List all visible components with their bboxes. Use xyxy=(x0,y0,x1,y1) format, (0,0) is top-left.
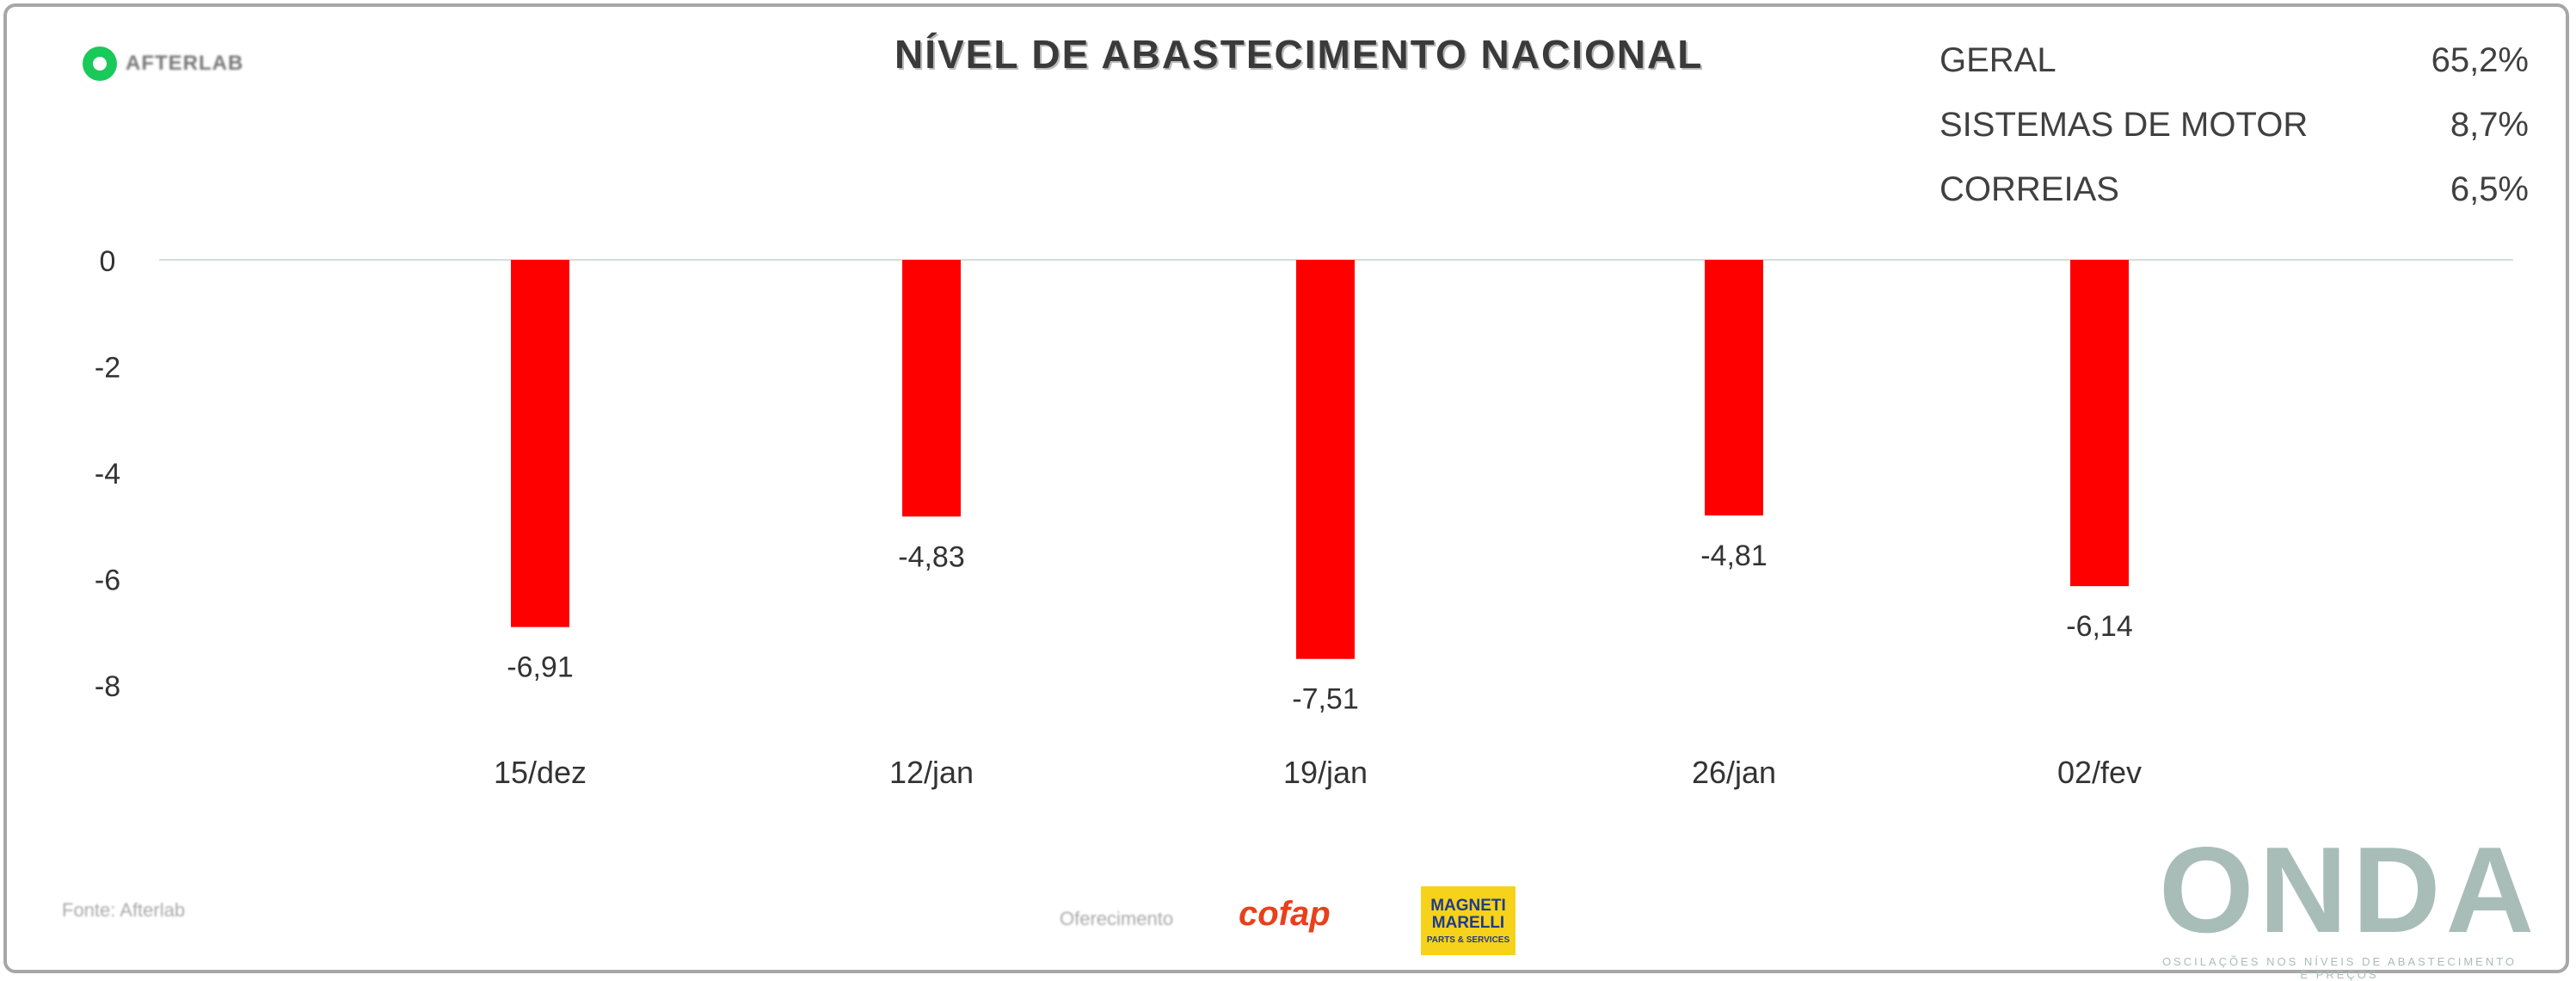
bar xyxy=(511,260,569,627)
magneti-marelli-logo: MAGNETI MARELLI PARTS & SERVICES xyxy=(1421,886,1515,955)
y-tick-label: -4 xyxy=(95,458,120,490)
bar-value-label: -4,81 xyxy=(1700,540,1768,572)
summary-value: 6,5% xyxy=(2450,170,2529,208)
summary-row-sistemas-de-motor: SISTEMAS DE MOTOR 8,7% xyxy=(1940,99,2529,164)
x-category-label: 19/jan xyxy=(1283,755,1368,790)
chart-title: NÍVEL DE ABASTECIMENTO NACIONAL xyxy=(895,32,1704,77)
sponsor-label: Oferecimento xyxy=(1060,908,1174,929)
afterlab-logo-text: AFTERLAB xyxy=(126,52,244,75)
bar xyxy=(902,260,961,517)
onda-logo: ONDA OSCILAÇÕES NOS NÍVEIS DE ABASTECIME… xyxy=(2159,822,2540,981)
summary-label: GERAL xyxy=(1940,41,2056,79)
bar xyxy=(1296,260,1355,659)
magneti-marelli-subtitle: PARTS & SERVICES xyxy=(1426,935,1510,945)
bar-value-label: -6,91 xyxy=(507,651,574,684)
card-frame xyxy=(3,3,2569,973)
bar xyxy=(1705,260,1763,516)
source-note: Fonte: Afterlab xyxy=(62,899,186,921)
afterlab-logo-icon xyxy=(83,46,117,81)
summary-label: CORREIAS xyxy=(1940,170,2119,208)
summary-panel: GERAL 65,2% SISTEMAS DE MOTOR 8,7% CORRE… xyxy=(1940,34,2529,228)
magneti-marelli-name: MAGNETI MARELLI xyxy=(1430,896,1506,932)
x-category-label: 15/dez xyxy=(494,755,587,790)
x-category-label: 26/jan xyxy=(1692,755,1776,790)
onda-tagline: OSCILAÇÕES NOS NÍVEIS DE ABASTECIMENTO E… xyxy=(2161,955,2518,981)
x-category-label: 02/fev xyxy=(2057,755,2142,790)
y-tick-label: -6 xyxy=(95,565,120,597)
summary-row-correias: CORREIAS 6,5% xyxy=(1940,164,2529,228)
afterlab-logo: AFTERLAB xyxy=(83,46,243,81)
y-tick-label: 0 xyxy=(100,245,116,278)
bar-value-label: -4,83 xyxy=(898,540,965,573)
summary-value: 65,2% xyxy=(2431,41,2529,79)
cofap-logo: cofap xyxy=(1239,895,1331,933)
summary-label: SISTEMAS DE MOTOR xyxy=(1940,106,2309,144)
summary-row-geral: GERAL 65,2% xyxy=(1940,34,2529,99)
bar-value-label: -6,14 xyxy=(2066,610,2133,643)
onda-wordmark: ONDA xyxy=(2159,822,2540,959)
x-category-label: 12/jan xyxy=(889,755,974,790)
bar-value-label: -7,51 xyxy=(1292,683,1359,716)
y-tick-label: -8 xyxy=(95,670,120,703)
summary-value: 8,7% xyxy=(2450,106,2529,144)
y-tick-label: -2 xyxy=(95,352,120,385)
bar xyxy=(2070,260,2129,587)
